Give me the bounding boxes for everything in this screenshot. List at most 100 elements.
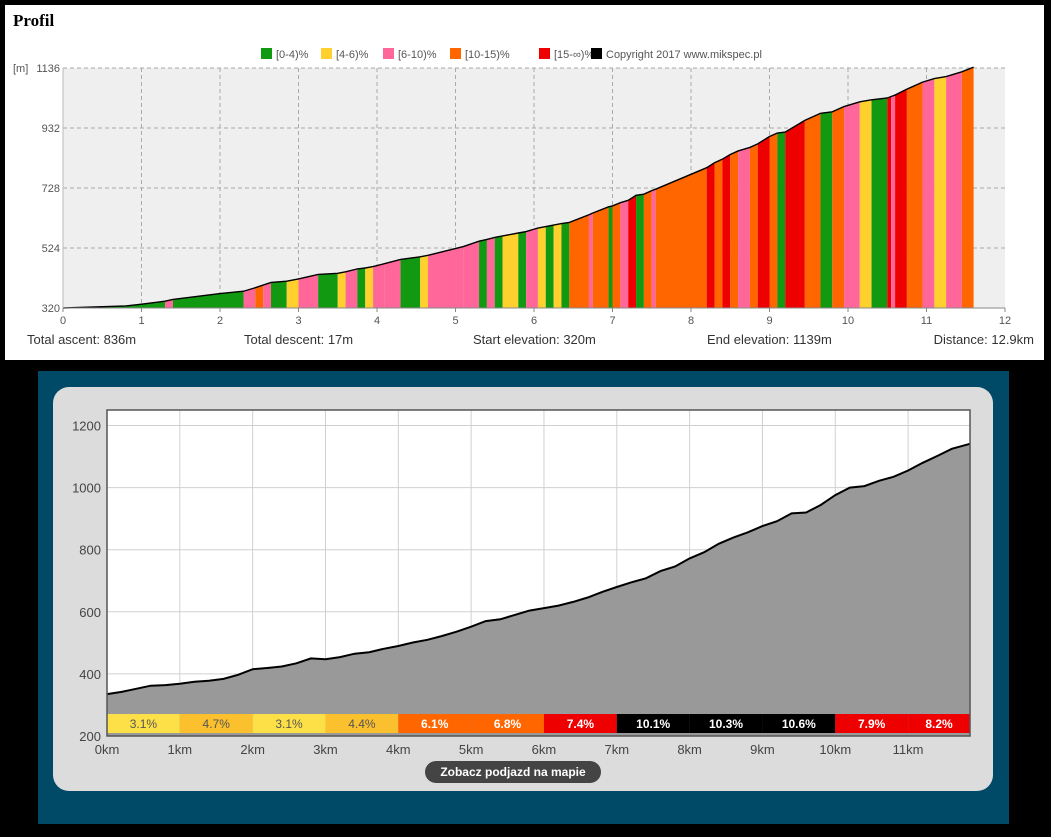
grade-segment: [757, 136, 770, 308]
top-profile-chart: 0 1 2 3 4 5 6 7 8 9 10 11 123205247289321136[m][0-4)…: [13, 48, 1011, 327]
grade-segment: [345, 268, 358, 308]
y-tick-label: 400: [79, 667, 101, 682]
gradient-band-label: 7.9%: [858, 717, 886, 731]
gradient-band-bar: [179, 714, 253, 733]
grade-segment: [165, 299, 173, 308]
y-tick-label: 1000: [72, 481, 101, 496]
grade-segment: [463, 241, 480, 308]
legend-label: [15-∞)%: [554, 49, 594, 61]
grade-segment: [628, 195, 637, 308]
legend-label: Copyright 2017 www.mikspec.pl: [606, 49, 762, 61]
grade-segment: [895, 89, 907, 308]
grade-segment: [243, 287, 256, 308]
x-tick-label: 2km: [240, 742, 265, 757]
grade-segment: [384, 259, 401, 308]
grade-segment: [502, 233, 519, 308]
legend-item: [15-∞)%: [539, 48, 594, 61]
gradient-band: 4.4%: [325, 714, 399, 733]
x-tick-label: 10: [842, 315, 854, 327]
grade-segment: [608, 205, 613, 308]
grade-segment: [738, 147, 750, 308]
x-tick-label: 5km: [459, 742, 484, 757]
y-tick-label: 524: [42, 243, 60, 255]
legend-item: [6-10)%: [383, 48, 437, 61]
y-tick-label: 800: [79, 543, 101, 558]
gradient-band: 10.3%: [689, 714, 763, 733]
grade-segment: [357, 268, 366, 308]
grade-segment: [844, 101, 860, 308]
x-tick-label: 10km: [819, 742, 851, 757]
grade-segment: [420, 255, 429, 308]
grade-segment: [545, 225, 554, 308]
grade-segment: [298, 274, 319, 308]
total-ascent: Total ascent: 836m: [27, 332, 137, 347]
elevation-area: [107, 443, 970, 736]
legend-swatch: [261, 48, 272, 59]
grade-segment: [365, 266, 374, 308]
grade-segment: [777, 132, 786, 308]
x-tick-label: 3km: [313, 742, 338, 757]
grade-segment: [373, 263, 385, 308]
grade-segment: [785, 120, 805, 309]
grade-segment: [891, 95, 896, 308]
grade-segment: [479, 239, 487, 308]
grade-segment: [172, 293, 220, 308]
y-tick-label: 600: [79, 605, 101, 620]
x-tick-label: 9km: [750, 742, 775, 757]
grade-segment: [620, 200, 629, 308]
legend-swatch: [383, 48, 394, 59]
x-tick-label: 7: [609, 315, 615, 327]
legend-swatch: [539, 48, 550, 59]
grade-segment: [655, 167, 707, 308]
grade-segment: [553, 223, 562, 308]
x-tick-label: 6: [531, 315, 537, 327]
gradient-band-bar: [835, 714, 909, 733]
grade-segment: [749, 143, 758, 308]
gradient-band-label: 3.1%: [130, 717, 158, 731]
grade-segment: [428, 246, 464, 308]
x-tick-label: 5: [452, 315, 458, 327]
grade-segment: [141, 301, 166, 308]
grade-segment: [887, 96, 892, 308]
x-tick-label: 9: [766, 315, 772, 327]
y-tick-label: 200: [79, 729, 101, 744]
plot-border: [106, 409, 971, 737]
grade-segment: [769, 133, 778, 308]
x-tick-label: 0: [60, 315, 66, 327]
gradient-band-bar: [107, 714, 180, 733]
grade-segment: [636, 194, 644, 308]
x-tick-label: 7km: [605, 742, 630, 757]
grade-segment: [612, 202, 621, 308]
gradient-band-bar: [471, 714, 544, 733]
bottom-profile-chart: 3.1% 4.7% 3.1% 4.4% 6.1% 6.8% 7.4% 10.1% 10.3% 10…: [72, 409, 971, 757]
gradient-band: 8.2%: [908, 714, 970, 733]
grade-segment: [804, 113, 821, 308]
show-climb-on-map-button[interactable]: Zobacz podjazd na mapie: [425, 761, 601, 783]
grade-segment: [859, 99, 872, 308]
gradient-band: 3.1%: [107, 714, 180, 733]
gradient-band-label: 4.7%: [203, 717, 231, 731]
x-tick-label: 1: [138, 315, 144, 327]
gradient-band-bar: [398, 714, 472, 733]
x-tick-label: 8km: [677, 742, 702, 757]
gradient-band: 10.1%: [616, 714, 690, 733]
legend-item: [4-6)%: [321, 48, 369, 61]
legend-swatch: [450, 48, 461, 59]
gradient-band-bar: [908, 714, 970, 733]
gradient-band: 4.7%: [179, 714, 253, 733]
end-elevation: End elevation: 1139m: [707, 332, 832, 347]
grade-segment: [706, 162, 715, 308]
distance: Distance: 12.9km: [933, 332, 1034, 347]
gradient-band-label: 4.4%: [348, 717, 376, 731]
grade-segment: [255, 285, 264, 308]
x-tick-label: 0km: [95, 742, 120, 757]
gradient-band-bar: [252, 714, 326, 733]
y-tick-label: 320: [42, 303, 60, 315]
gradient-band-label: 8.2%: [925, 717, 953, 731]
grade-segment: [400, 256, 421, 308]
grade-segment: [906, 82, 923, 308]
grade-segment: [494, 235, 503, 308]
gradient-band-bar: [325, 714, 399, 733]
legend-label: [4-6)%: [336, 49, 369, 61]
grade-segment: [561, 222, 570, 308]
